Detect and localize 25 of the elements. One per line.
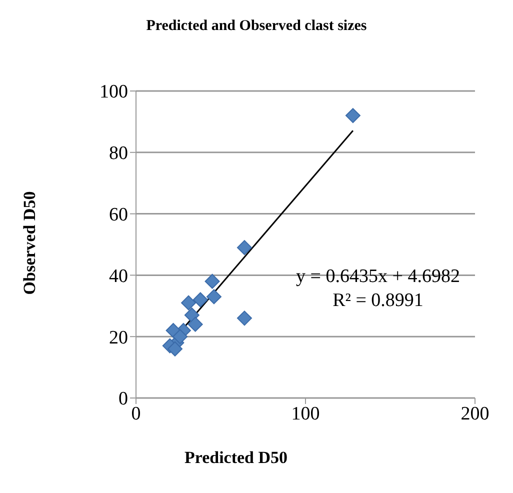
x-tick-label: 0 [131, 403, 141, 424]
y-tick-label: 40 [109, 266, 128, 287]
y-tick-label: 60 [109, 204, 128, 226]
annotation: y = 0.6435x + 4.6982 [295, 266, 461, 288]
annotation: R² = 0.8991 [332, 290, 424, 312]
y-tick-label: 20 [109, 327, 128, 348]
point [345, 108, 360, 124]
point [184, 308, 200, 323]
x-tick-label: 200 [460, 403, 490, 424]
point [188, 316, 203, 332]
point [204, 274, 220, 289]
point [181, 295, 196, 310]
y-tick-label: 0 [118, 388, 128, 410]
point [192, 292, 208, 308]
x-axis-title: Predicted D50 [183, 448, 289, 468]
y-tick-label: 100 [100, 82, 128, 103]
y-tick-label: 80 [109, 143, 128, 164]
x-tick-label: 100 [291, 403, 320, 424]
chart-title: Predicted and Observed clast sizes [145, 18, 368, 35]
point [236, 310, 252, 326]
point [236, 240, 252, 256]
y-axis-title: Observed D50 [20, 190, 40, 297]
point [172, 329, 188, 344]
point [206, 289, 222, 304]
point [167, 341, 182, 356]
